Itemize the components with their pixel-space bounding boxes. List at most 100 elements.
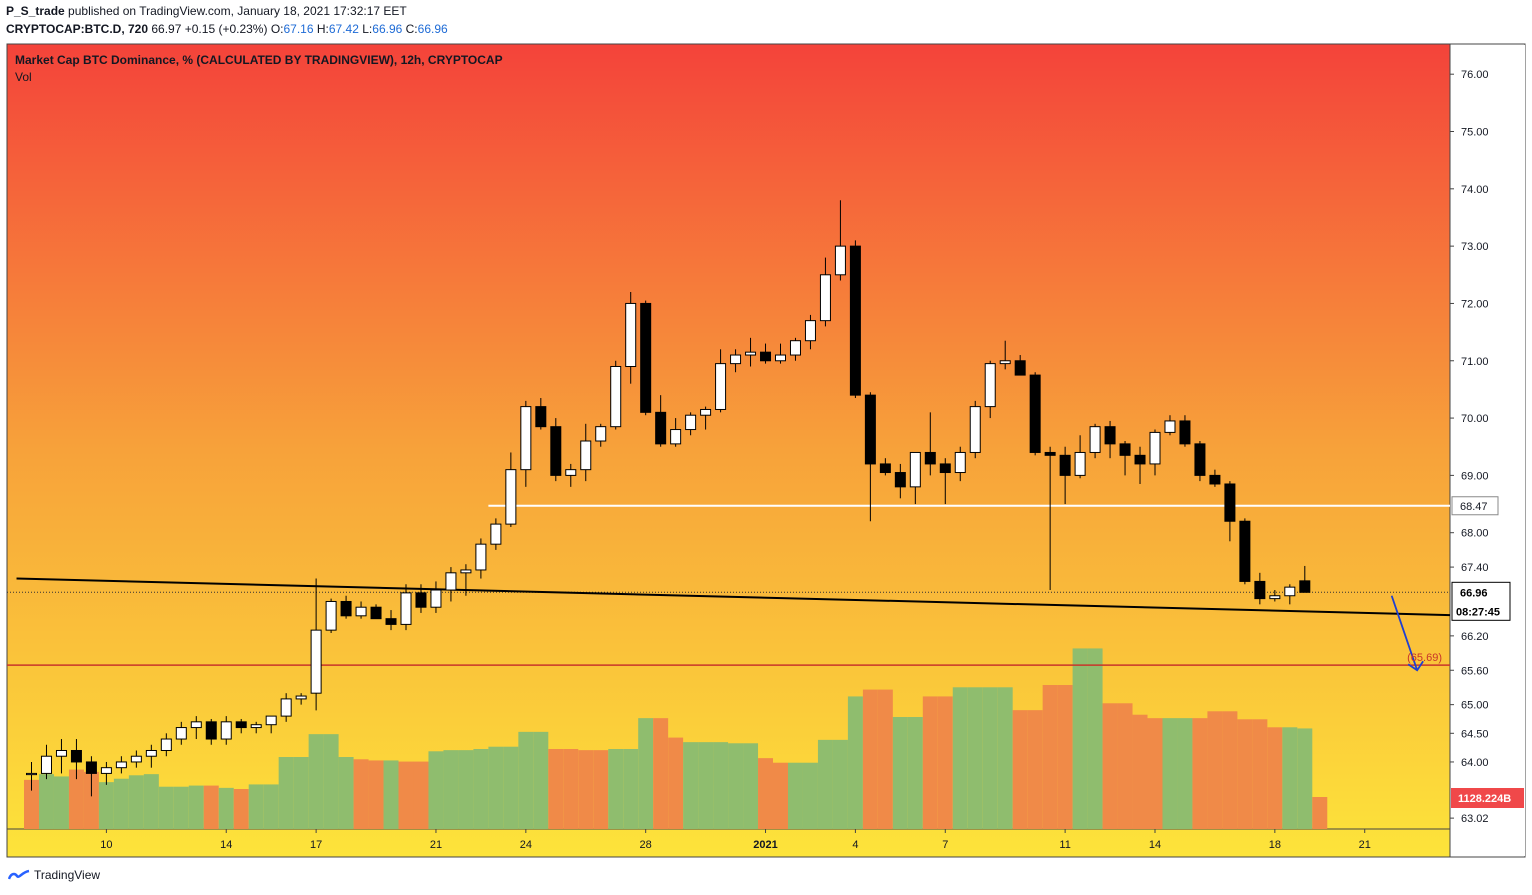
x-tick-label: 7 (942, 839, 948, 851)
candle-body (130, 755, 142, 763)
volume-bar (1072, 648, 1088, 829)
volume-bar (143, 774, 159, 829)
volume-bar (1192, 718, 1208, 829)
bar-countdown-label: 08:27:45 (1456, 606, 1500, 618)
close-value: 66.96 (417, 22, 448, 36)
volume-bar (368, 760, 384, 829)
symbol-label: CRYPTOCAP:BTC.D, 720 (6, 22, 149, 36)
candle-body (115, 761, 127, 769)
volume-bar (548, 749, 564, 829)
x-tick-label: 18 (1269, 839, 1281, 851)
candle-body (894, 472, 906, 488)
volume-bar (248, 784, 264, 829)
candle-body (879, 463, 891, 474)
volume-bar (503, 746, 519, 829)
volume-bar (158, 786, 174, 829)
y-tick-label: 75.00 (1461, 127, 1489, 139)
volume-bar (428, 751, 444, 829)
forecast-arrowhead (1407, 660, 1424, 672)
candle-body (400, 592, 412, 625)
volume-bar (1117, 703, 1133, 829)
volume-bar (1237, 719, 1253, 829)
candle-body (834, 245, 846, 276)
author-name[interactable]: P_S_trade (6, 4, 65, 18)
candle-body (550, 426, 562, 476)
y-tick-label: 71.00 (1461, 356, 1489, 368)
x-tick-label: 4 (852, 839, 858, 851)
candle-body (490, 523, 502, 545)
volume-bar (488, 746, 504, 829)
candle-body (939, 463, 951, 474)
ohlc-bar: CRYPTOCAP:BTC.D, 720 66.97 +0.15 (+0.23%… (6, 22, 448, 36)
candle-body (969, 406, 981, 453)
candle-body (160, 738, 172, 751)
volume-bar (323, 734, 339, 829)
candle-body (1074, 451, 1086, 476)
candle-body (40, 755, 52, 774)
candle-body (1239, 520, 1251, 582)
volume-bar (233, 789, 249, 829)
candle-body (655, 411, 667, 445)
volume-bar (203, 785, 219, 829)
x-tick-label: 17 (310, 839, 322, 851)
candle-body (340, 600, 352, 617)
volume-bar (1207, 711, 1223, 829)
candle-body (760, 351, 772, 362)
candle-body (250, 724, 262, 729)
candle-body (445, 572, 457, 591)
candle-body (1164, 420, 1176, 433)
candle-body (505, 469, 517, 525)
volume-bar (263, 784, 279, 829)
trendline (16, 577, 1450, 617)
volume-bar (443, 750, 459, 829)
volume-bar (967, 687, 983, 829)
volume-bar (338, 757, 354, 829)
candle-body (85, 761, 97, 774)
candle-body (1224, 483, 1236, 522)
volume-bar (128, 775, 144, 829)
price-change: +0.15 (+0.23%) (184, 22, 268, 36)
candle-body (70, 749, 82, 763)
x-tick-label: 11 (1059, 839, 1070, 851)
footer-brand[interactable]: TradingView (8, 868, 100, 882)
candle-body (595, 426, 607, 442)
volume-bar (653, 718, 669, 829)
candle-body (640, 302, 652, 413)
close-label: C: (405, 22, 418, 36)
candle-body (789, 340, 801, 356)
price-axis-panel (1451, 45, 1525, 856)
volume-bar (1162, 718, 1178, 829)
candle-body (1059, 454, 1071, 476)
candle-body (819, 274, 831, 322)
volume-bar (1132, 714, 1148, 829)
candle-body (1104, 426, 1116, 445)
footer-brand-text: TradingView (34, 868, 101, 882)
candle-body (175, 727, 187, 740)
candle-body (190, 721, 202, 729)
volume-bar (1252, 719, 1268, 829)
candle-body (1044, 451, 1056, 456)
legend-vol: Vol (15, 70, 32, 84)
candle-body (385, 618, 397, 625)
candle-body (100, 767, 112, 774)
volume-bar (278, 757, 294, 829)
volume-bar (937, 696, 953, 829)
volume-bar (98, 782, 114, 829)
candle-body (325, 600, 337, 631)
y-tick-label: 76.00 (1461, 69, 1489, 81)
target-price-label: (65.69) (1407, 652, 1442, 664)
x-tick-label: 14 (1149, 839, 1161, 851)
volume-bar (68, 769, 84, 829)
candle-body (145, 749, 157, 757)
volume-bar (1147, 718, 1163, 829)
candle-body (999, 360, 1011, 365)
candle-body (1269, 595, 1281, 600)
candle-body (235, 721, 247, 729)
volume-bar (1027, 710, 1043, 829)
candle-body (295, 695, 307, 700)
x-tick-label: 14 (220, 839, 232, 851)
candle-body (984, 363, 996, 408)
volume-bar (1177, 718, 1193, 829)
volume-bar (623, 749, 639, 829)
